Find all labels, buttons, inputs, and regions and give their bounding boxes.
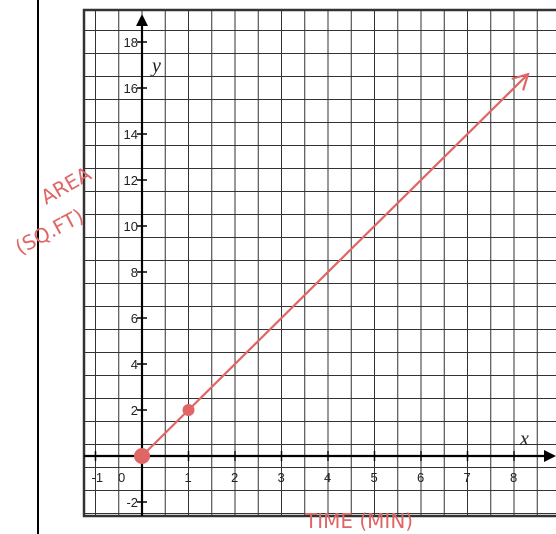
y-tick-label: 12 bbox=[124, 173, 138, 188]
series-line bbox=[134, 72, 530, 464]
annotation-ylabel-line1: AREA bbox=[37, 161, 96, 209]
x-tick-label: -1 bbox=[92, 470, 104, 485]
y-tick-label: 14 bbox=[124, 127, 138, 142]
x-axis-letter: x bbox=[519, 428, 529, 450]
x-tick-label: 3 bbox=[278, 470, 285, 485]
y-tick-label: 10 bbox=[124, 219, 138, 234]
x-tick-label: 0 bbox=[118, 470, 125, 485]
x-tick-label: 6 bbox=[417, 470, 424, 485]
y-tick-label: 18 bbox=[124, 35, 138, 50]
y-tick-label: -2 bbox=[126, 495, 138, 510]
x-tick-label: 2 bbox=[231, 470, 238, 485]
x-axis-arrow bbox=[544, 450, 556, 462]
annotation-xlabel: TIME (MIN) bbox=[304, 509, 413, 533]
y-tick-label: 8 bbox=[131, 265, 138, 280]
y-axis-arrow bbox=[136, 14, 148, 26]
y-axis-letter: y bbox=[150, 55, 161, 77]
x-tick-label: 7 bbox=[464, 470, 471, 485]
axes bbox=[84, 14, 556, 516]
y-tick-label: 16 bbox=[124, 81, 138, 96]
x-tick-label: 1 bbox=[185, 470, 192, 485]
annotation-ylabel-line2: (SQ.FT) bbox=[11, 204, 87, 260]
y-tick-label: 2 bbox=[131, 403, 138, 418]
data-point bbox=[134, 448, 150, 464]
series-line-arrowhead bbox=[511, 72, 530, 91]
y-tick-label: 4 bbox=[131, 357, 138, 372]
x-tick-label: 8 bbox=[510, 470, 517, 485]
x-tick-label: 4 bbox=[324, 470, 331, 485]
data-point bbox=[182, 404, 195, 416]
y-tick-label: 6 bbox=[131, 311, 138, 326]
grid bbox=[82, 8, 556, 518]
x-tick-label: 5 bbox=[371, 470, 378, 485]
series-line-path bbox=[140, 73, 530, 458]
grid-frame bbox=[82, 8, 556, 518]
